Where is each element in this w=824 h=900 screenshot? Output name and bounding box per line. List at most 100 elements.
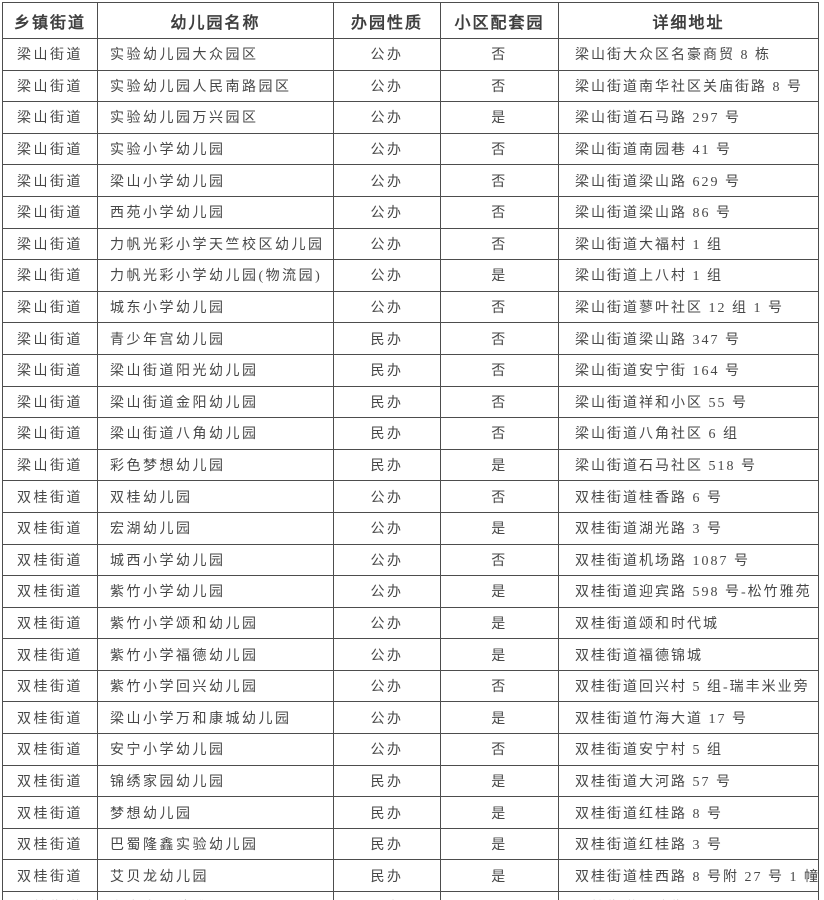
cell-kindergarten-name: 紫竹小学颂和幼儿园 xyxy=(97,606,334,640)
table-row: 梁山街道 梁山街道阳光幼儿园 民办 否 梁山街道安宁街 164 号 xyxy=(2,353,819,387)
cell-address: 双桂街道湖光路 3 号 xyxy=(558,511,819,545)
cell-operation-type: 民办 xyxy=(333,764,441,798)
cell-operation-type: 公办 xyxy=(333,606,441,640)
table-row: 梁山街道 实验幼儿园大众园区 公办 否 梁山街大众区名豪商贸 8 栋 xyxy=(2,38,819,71)
table-row: 梁山街道 青少年宫幼儿园 民办 否 梁山街道梁山路 347 号 xyxy=(2,322,819,355)
cell-kindergarten-name: 艾贝龙幼儿园 xyxy=(97,859,334,893)
cell-operation-type: 公办 xyxy=(333,101,441,134)
table-row: 梁山街道 实验幼儿园人民南路园区 公办 否 梁山街道南华社区关庙街路 8 号 xyxy=(2,69,819,103)
cell-community-supporting: 否 xyxy=(440,290,559,324)
cell-address: 梁山街道祥和小区 55 号 xyxy=(558,385,819,419)
cell-community-supporting: 是 xyxy=(440,575,559,608)
cell-community-supporting: 否 xyxy=(440,417,559,450)
cell-address: 双桂街道桂香路 6 号 xyxy=(558,480,819,513)
cell-kindergarten-name: 梁山街道阳光幼儿园 xyxy=(97,353,334,387)
cell-kindergarten-name: 巴蜀隆鑫实验幼儿园 xyxy=(97,827,334,861)
cell-community-supporting: 否 xyxy=(440,891,559,900)
cell-address: 梁山街道南园巷 41 号 xyxy=(558,132,819,166)
cell-community-supporting: 是 xyxy=(440,796,559,829)
cell-community-supporting: 否 xyxy=(440,227,559,261)
cell-operation-type: 公办 xyxy=(333,543,441,577)
cell-operation-type: 公办 xyxy=(333,511,441,545)
table-row: 梁山街道 梁山街道八角幼儿园 民办 否 梁山街道八角社区 6 组 xyxy=(2,417,819,450)
cell-address: 梁山街道南华社区关庙街路 8 号 xyxy=(558,69,819,103)
cell-township: 梁山街道 xyxy=(2,417,98,450)
cell-operation-type: 公办 xyxy=(333,259,441,292)
table-row: 双桂街道 梦想幼儿园 民办 是 双桂街道红桂路 8 号 xyxy=(2,796,819,829)
table-row: 梁山街道 实验幼儿园万兴园区 公办 是 梁山街道石马路 297 号 xyxy=(2,101,819,134)
cell-community-supporting: 否 xyxy=(440,38,559,71)
table-row: 双桂街道 双桂幼儿园 公办 否 双桂街道桂香路 6 号 xyxy=(2,480,819,513)
cell-operation-type: 公办 xyxy=(333,480,441,513)
cell-community-supporting: 是 xyxy=(440,511,559,545)
cell-operation-type: 公办 xyxy=(333,575,441,608)
cell-township: 双桂街道 xyxy=(2,606,98,640)
cell-township: 梁山街道 xyxy=(2,322,98,355)
cell-operation-type: 公办 xyxy=(333,290,441,324)
cell-address: 梁山街道梁山路 86 号 xyxy=(558,195,819,229)
cell-community-supporting: 是 xyxy=(440,448,559,482)
cell-township: 梁山街道 xyxy=(2,290,98,324)
cell-operation-type: 民办 xyxy=(333,385,441,419)
column-header-address: 详细地址 xyxy=(558,2,819,39)
table-header-row: 乡镇街道 幼儿园名称 办园性质 小区配套园 详细地址 xyxy=(2,2,819,39)
cell-kindergarten-name: 城东小学幼儿园 xyxy=(97,290,334,324)
cell-kindergarten-name: 宏湖幼儿园 xyxy=(97,511,334,545)
cell-address: 梁山街道八角社区 6 组 xyxy=(558,417,819,450)
table-row: 双桂街道 紫竹小学颂和幼儿园 公办 是 双桂街道颂和时代城 xyxy=(2,606,819,640)
table-row: 梁山街道 城东小学幼儿园 公办 否 梁山街道蓼叶社区 12 组 1 号 xyxy=(2,290,819,324)
cell-kindergarten-name: 紫竹小学回兴幼儿园 xyxy=(97,669,334,703)
cell-kindergarten-name: 锦绣家园幼儿园 xyxy=(97,764,334,798)
cell-operation-type: 公办 xyxy=(333,164,441,197)
cell-address: 梁山街大众区名豪商贸 8 栋 xyxy=(558,38,819,71)
cell-address: 梁山街道大福村 1 组 xyxy=(558,227,819,261)
cell-kindergarten-name: 实验幼儿园万兴园区 xyxy=(97,101,334,134)
cell-community-supporting: 是 xyxy=(440,638,559,671)
cell-kindergarten-name: 双桂幼儿园 xyxy=(97,480,334,513)
cell-operation-type: 公办 xyxy=(333,701,441,735)
table-row: 双桂街道 宏湖幼儿园 公办 是 双桂街道湖光路 3 号 xyxy=(2,511,819,545)
cell-address: 梁山街道上八村 1 组 xyxy=(558,259,819,292)
cell-community-supporting: 否 xyxy=(440,69,559,103)
cell-township: 双桂街道 xyxy=(2,859,98,893)
cell-address: 双桂街道福德锦城 xyxy=(558,638,819,671)
cell-community-supporting: 是 xyxy=(440,101,559,134)
table-row: 双桂街道 艾贝龙幼儿园 民办 是 双桂街道桂西路 8 号附 27 号 1 幢 xyxy=(2,859,819,893)
cell-township: 梁山街道 xyxy=(2,132,98,166)
cell-kindergarten-name: 力帆光彩小学幼儿园(物流园) xyxy=(97,259,334,292)
cell-kindergarten-name: 青少年宫幼儿园 xyxy=(97,322,334,355)
cell-address: 双桂街道红桂路 8 号 xyxy=(558,796,819,829)
table-row: 梁山街道 梁山小学幼儿园 公办 否 梁山街道梁山路 629 号 xyxy=(2,164,819,197)
cell-township: 梁山街道 xyxy=(2,259,98,292)
cell-kindergarten-name: 彩色梦想幼儿园 xyxy=(97,448,334,482)
table-row: 双桂街道 安宁小学幼儿园 公办 否 双桂街道安宁村 5 组 xyxy=(2,733,819,766)
cell-operation-type: 公办 xyxy=(333,733,441,766)
cell-township: 双桂街道 xyxy=(2,638,98,671)
table-row: 双桂街道 紫竹小学福德幼儿园 公办 是 双桂街道福德锦城 xyxy=(2,638,819,671)
cell-township: 双桂街道 xyxy=(2,796,98,829)
cell-address: 双桂街道机场路 1087 号 xyxy=(558,543,819,577)
cell-operation-type: 公办 xyxy=(333,227,441,261)
table-body: 梁山街道 实验幼儿园大众园区 公办 否 梁山街大众区名豪商贸 8 栋 梁山街道 … xyxy=(2,38,819,900)
cell-operation-type: 公办 xyxy=(333,195,441,229)
cell-community-supporting: 否 xyxy=(440,132,559,166)
cell-operation-type: 民办 xyxy=(333,448,441,482)
cell-township: 梁山街道 xyxy=(2,101,98,134)
cell-township: 梁山街道 xyxy=(2,227,98,261)
table-row: 双桂街道 皇家宝贝幼稚园 民办 否 双桂街道兴隆街 55 号 xyxy=(2,891,819,900)
table-row: 双桂街道 锦绣家园幼儿园 民办 是 双桂街道大河路 57 号 xyxy=(2,764,819,798)
cell-township: 梁山街道 xyxy=(2,353,98,387)
cell-operation-type: 公办 xyxy=(333,132,441,166)
cell-township: 双桂街道 xyxy=(2,827,98,861)
cell-community-supporting: 是 xyxy=(440,859,559,893)
cell-operation-type: 民办 xyxy=(333,891,441,900)
cell-operation-type: 民办 xyxy=(333,322,441,355)
cell-kindergarten-name: 紫竹小学幼儿园 xyxy=(97,575,334,608)
column-header-operation-type: 办园性质 xyxy=(333,2,441,39)
cell-address: 双桂街道大河路 57 号 xyxy=(558,764,819,798)
cell-kindergarten-name: 实验幼儿园人民南路园区 xyxy=(97,69,334,103)
cell-operation-type: 民办 xyxy=(333,796,441,829)
cell-kindergarten-name: 梁山街道金阳幼儿园 xyxy=(97,385,334,419)
cell-address: 梁山街道安宁街 164 号 xyxy=(558,353,819,387)
